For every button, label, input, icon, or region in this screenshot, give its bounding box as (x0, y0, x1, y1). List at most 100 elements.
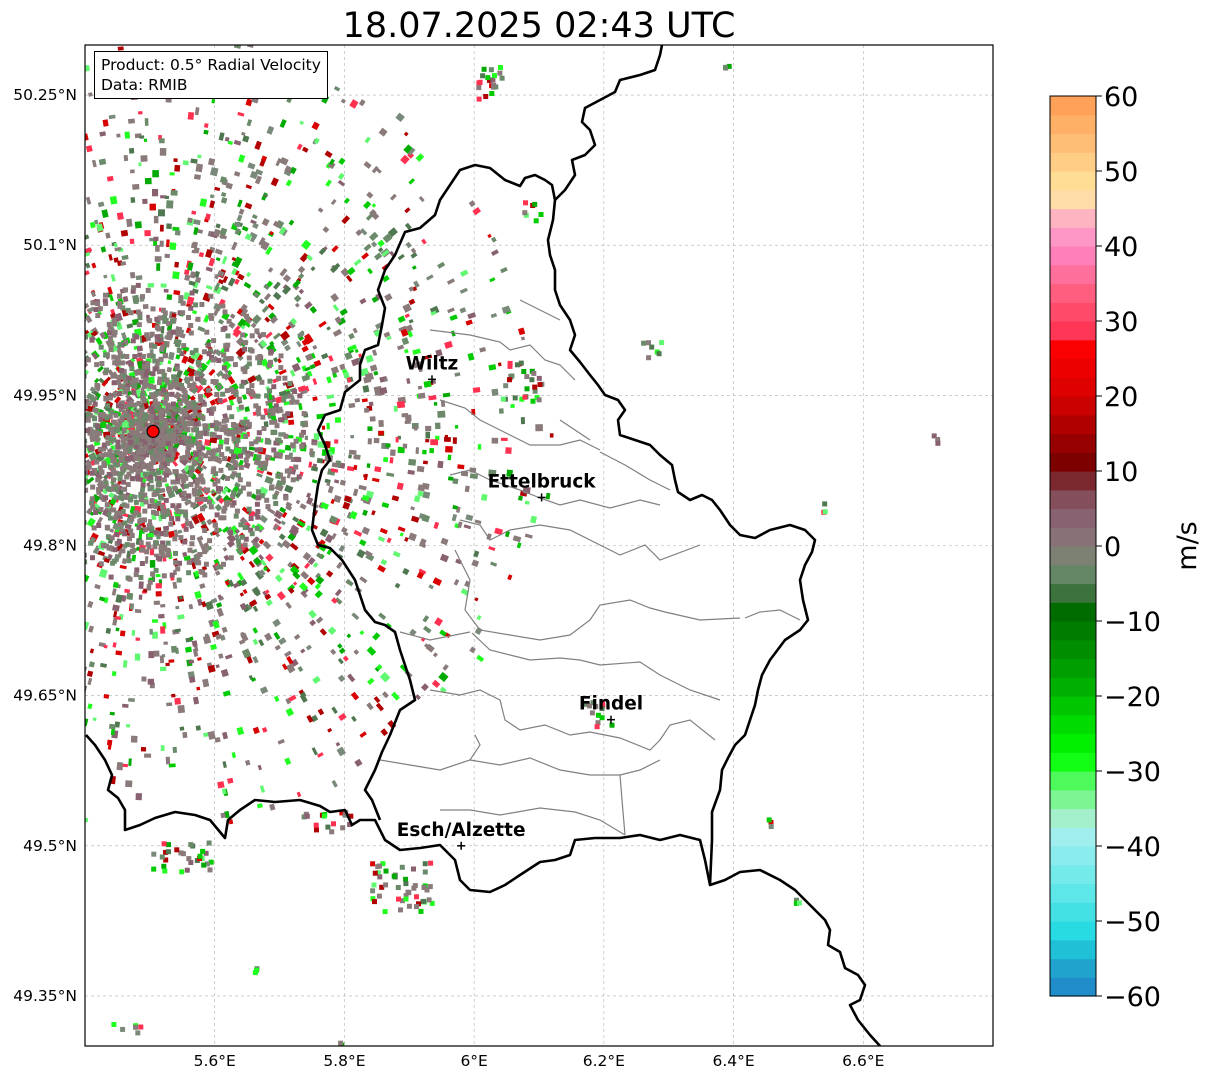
echo-pixel (298, 402, 303, 411)
map-title: 18.07.2025 02:43 UTC (342, 6, 736, 46)
echo-pixel (433, 521, 440, 530)
echo-pixel (195, 163, 204, 173)
echo-pixel (363, 161, 372, 169)
echo-pixel (337, 179, 346, 187)
echo-pixel (417, 392, 426, 399)
echo-pixel (446, 278, 455, 285)
echo-pixel (263, 408, 269, 416)
echo-pixel (263, 421, 269, 428)
echo-pixel (234, 278, 240, 285)
echo-pixel (221, 255, 228, 265)
echo-pixel (287, 561, 294, 568)
echo-pixel (206, 662, 212, 667)
echo-pixel (381, 502, 390, 509)
colorbar-tick-label: 10 (1104, 457, 1138, 488)
echo-pixel (350, 691, 360, 701)
echo-pixel (191, 249, 196, 254)
echo-pixel (213, 228, 221, 237)
echo-pixel (479, 346, 487, 353)
echo-pixel (134, 221, 142, 229)
echo-pixel (254, 570, 264, 580)
echo-pixel (245, 98, 253, 107)
echo-pixel (141, 676, 147, 682)
echo-pixel (258, 639, 265, 647)
echo-pixel (215, 602, 223, 608)
colorbar-band (1050, 939, 1096, 960)
echo-pixel (94, 219, 99, 225)
echo-pixel (489, 277, 496, 283)
echo-pixel (170, 576, 175, 581)
echo-pixel (227, 140, 234, 145)
echo-pixel (328, 402, 336, 408)
echo-pixel (422, 625, 432, 634)
echo-pixel (144, 118, 149, 126)
echo-pixel (333, 262, 341, 270)
echo-pixel (184, 274, 191, 281)
echo-pixel (147, 519, 153, 524)
echo-pixel (266, 125, 275, 135)
echo-pixel (220, 197, 228, 204)
echo-pixel (102, 119, 109, 127)
echo-pixel (131, 629, 136, 636)
echo-pixel (311, 121, 320, 131)
echo-pixel (177, 529, 183, 534)
echo-pixel (477, 444, 482, 450)
echo-pixel (384, 293, 393, 302)
echo-pixel (490, 561, 498, 567)
echo-pixel (298, 288, 305, 295)
echo-pixel (309, 305, 318, 314)
echo-pixel (91, 159, 97, 168)
echo-pixel (229, 313, 236, 320)
echo-pixel (351, 612, 360, 621)
echo-pixel (276, 541, 284, 549)
echo-pixel (147, 678, 154, 685)
echo-pixel (474, 626, 483, 635)
echo-pixel (330, 498, 335, 505)
echo-pixel (512, 535, 522, 543)
echo-pixel (91, 262, 97, 269)
echo-pixel (401, 337, 410, 346)
echo-pixel (210, 167, 219, 177)
echo-pixel (242, 135, 250, 143)
echo-pixel (288, 526, 299, 537)
echo-pixel (100, 246, 107, 253)
echo-pixel (285, 707, 295, 717)
echo-pixel (140, 747, 147, 752)
echo-pixel (171, 693, 176, 698)
echo-pixel (117, 46, 124, 51)
echo-pixel (302, 146, 309, 153)
echo-pixel (403, 144, 414, 155)
echo-pixel (199, 198, 208, 207)
echo-pixel (158, 613, 165, 619)
echo-pixel (159, 148, 167, 156)
echo-pixel (172, 226, 180, 232)
colorbar-band (1050, 846, 1096, 866)
colorbar-band (1050, 377, 1096, 397)
echo-pixel (160, 604, 166, 608)
echo-pixel (306, 492, 312, 499)
colorbar-tick-label: 30 (1104, 307, 1138, 338)
echo-pixel (153, 215, 159, 224)
echo-pixel (205, 266, 213, 273)
echo-pixel (203, 129, 209, 135)
colorbar-band (1050, 508, 1096, 528)
echo-pixel (125, 724, 131, 728)
echo-pixel (191, 562, 197, 570)
echo-pixel (144, 177, 152, 185)
echo-pixel (279, 268, 288, 277)
echo-pixel (234, 256, 243, 266)
echo-pixel (216, 370, 224, 378)
echo-pixel (149, 560, 156, 568)
echo-pixel (337, 172, 345, 180)
echo-pixel (326, 376, 332, 384)
echo-pixel (356, 549, 366, 559)
echo-pixel (291, 362, 301, 373)
echo-pixel (103, 644, 108, 649)
echo-pixel (98, 568, 108, 579)
echo-pixel (146, 482, 150, 487)
echo-pixel (354, 758, 363, 767)
echo-pixel (106, 175, 114, 182)
echo-pixel (390, 193, 397, 201)
echo-pixel (394, 582, 401, 589)
echo-pixel (278, 369, 287, 376)
